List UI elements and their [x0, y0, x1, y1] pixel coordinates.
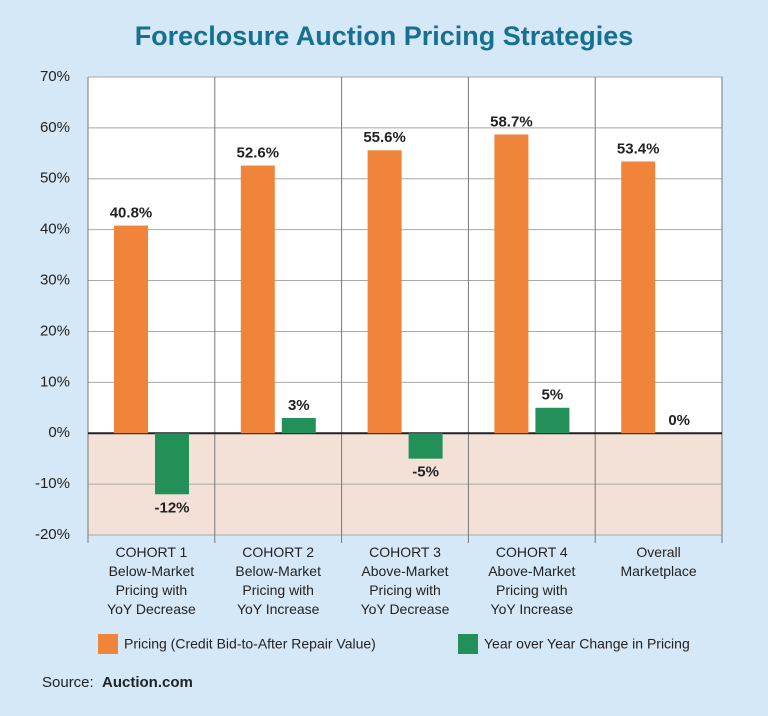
source-name: Auction.com: [102, 674, 193, 691]
value-label: 5%: [542, 387, 564, 404]
y-tick-label: 70%: [40, 68, 70, 85]
bar: [240, 165, 275, 434]
value-label: -12%: [154, 499, 189, 516]
value-label: 53.4%: [617, 140, 660, 157]
chart-title: Foreclosure Auction Pricing Strategies: [135, 21, 634, 51]
x-tick-label: Overall Marketplace: [620, 544, 696, 579]
x-tick-label: COHORT 2 Below-Market Pricing with YoY Incr…: [235, 544, 321, 617]
value-label: 3%: [288, 397, 310, 414]
legend-label: Pricing (Credit Bid-to-After Repair Valu…: [124, 636, 376, 652]
bar: [114, 225, 148, 434]
y-tick-label: -10%: [35, 475, 70, 492]
value-label: 58.7%: [490, 113, 533, 130]
y-tick-label: 40%: [40, 221, 70, 238]
bar: [281, 417, 316, 434]
legend-label: Year over Year Change in Pricing: [484, 636, 690, 652]
y-tick-label: 60%: [40, 119, 70, 136]
value-label: 52.6%: [237, 145, 280, 162]
bar: [621, 161, 656, 434]
x-tick-label: COHORT 1 Below-Market Pricing with YoY Decr…: [107, 544, 196, 617]
value-label: 0%: [668, 412, 690, 429]
y-tick-label: 50%: [40, 170, 70, 187]
x-tick-label: COHORT 3 Above-Market Pricing with YoY Decr…: [361, 544, 450, 617]
y-tick-label: 10%: [40, 373, 70, 390]
legend-swatch: [98, 634, 118, 654]
bar: [155, 433, 189, 495]
y-tick-label: -20%: [35, 526, 70, 543]
bar: [494, 134, 529, 434]
value-label: -5%: [412, 464, 439, 481]
bar: [408, 433, 443, 459]
y-tick-label: 0%: [48, 424, 70, 441]
y-tick-label: 20%: [40, 322, 70, 339]
bar: [535, 407, 570, 434]
value-label: 55.6%: [363, 129, 406, 146]
y-tick-label: 30%: [40, 272, 70, 289]
source-label: Source:: [42, 674, 94, 691]
bar: [367, 150, 402, 434]
x-tick-label: COHORT 4 Above-Market Pricing with YoY Incr…: [488, 544, 575, 617]
legend-swatch: [458, 634, 478, 654]
value-label: 40.8%: [110, 205, 153, 222]
plot-area: [88, 77, 722, 434]
